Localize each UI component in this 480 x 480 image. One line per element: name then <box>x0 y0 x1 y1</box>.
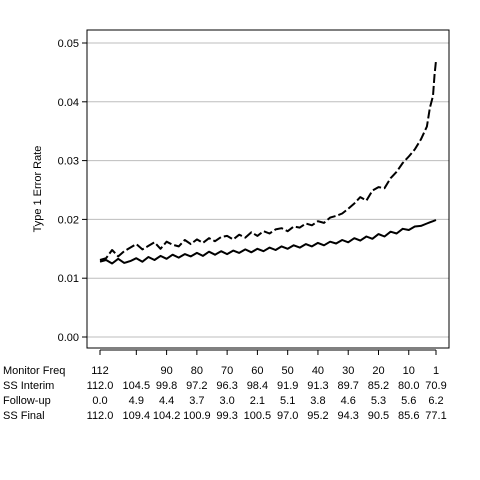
table-cell-2-3: 3.7 <box>189 395 204 407</box>
table-cell-2-1: 4.9 <box>129 395 144 407</box>
table-cell-0-9: 20 <box>372 365 384 377</box>
table-cell-3-11: 77.1 <box>425 410 446 422</box>
table-cell-3-7: 95.2 <box>307 410 328 422</box>
table-cell-0-4: 70 <box>221 365 233 377</box>
plot-frame <box>86 29 450 349</box>
y-tick-label-5: 0.05 <box>58 38 79 50</box>
table-cell-1-5: 98.4 <box>247 380 268 392</box>
table-cell-0-5: 60 <box>251 365 263 377</box>
summary-table: Monitor Freq 112 90 80 70 60 50 40 30 20 10 1 SS Int… <box>3 365 447 422</box>
y-tick-label-1: 0.01 <box>58 273 79 285</box>
table-row-label-2: Follow-up <box>3 395 51 407</box>
table-cell-2-6: 5.1 <box>280 395 295 407</box>
y-axis: 0.00 0.01 0.02 0.03 0.04 0.05 <box>58 38 87 344</box>
gridlines <box>87 42 449 338</box>
table-cell-1-0: 112.0 <box>87 380 114 392</box>
table-cell-0-3: 80 <box>191 365 203 377</box>
table-cell-3-4: 99.3 <box>216 410 237 422</box>
series-line-solid <box>99 219 437 265</box>
y-tick-label-0: 0.00 <box>58 332 79 344</box>
table-cell-3-8: 94.3 <box>338 410 359 422</box>
y-tick-label-4: 0.04 <box>58 97 79 109</box>
table-cell-1-2: 99.8 <box>156 380 177 392</box>
table-cell-2-8: 4.6 <box>341 395 356 407</box>
table-cell-3-3: 100.9 <box>183 410 211 422</box>
table-cell-0-7: 40 <box>312 365 324 377</box>
table-cell-3-10: 85.6 <box>398 410 419 422</box>
table-row-label-3: SS Final <box>3 410 45 422</box>
y-tick-label-3: 0.03 <box>58 156 79 168</box>
table-cell-0-0: 112 <box>91 365 109 377</box>
table-cell-2-4: 3.0 <box>219 395 234 407</box>
x-axis <box>99 349 437 355</box>
series-line-dashed <box>99 60 437 261</box>
table-cell-3-0: 112.0 <box>87 410 114 422</box>
table-cell-1-4: 96.3 <box>216 380 237 392</box>
table-cell-2-0: 0.0 <box>92 395 107 407</box>
table-cell-3-9: 90.5 <box>368 410 389 422</box>
table-cell-1-6: 91.9 <box>277 380 298 392</box>
table-cell-1-10: 80.0 <box>398 380 419 392</box>
table-cell-3-6: 97.0 <box>277 410 298 422</box>
table-cell-0-2: 90 <box>160 365 172 377</box>
table-cell-0-10: 10 <box>403 365 415 377</box>
table-cell-2-7: 3.8 <box>310 395 325 407</box>
table-cell-1-7: 91.3 <box>307 380 328 392</box>
series-lines <box>99 60 437 265</box>
table-row-label-0: Monitor Freq <box>3 365 65 377</box>
table-cell-1-3: 97.2 <box>186 380 207 392</box>
table-cell-2-2: 4.4 <box>159 395 174 407</box>
table-cell-1-8: 89.7 <box>338 380 359 392</box>
table-cell-3-5: 100.5 <box>244 410 272 422</box>
table-cell-2-9: 5.3 <box>371 395 386 407</box>
y-axis-label: Type 1 Error Rate <box>32 146 44 233</box>
y-tick-label-2: 0.02 <box>58 214 79 226</box>
table-cell-2-11: 6.2 <box>428 395 443 407</box>
table-cell-1-11: 70.9 <box>425 380 446 392</box>
table-cell-0-11: 1 <box>433 365 439 377</box>
table-row-label-1: SS Interim <box>3 380 54 392</box>
table-cell-3-1: 109.4 <box>123 410 151 422</box>
table-cell-2-10: 5.6 <box>401 395 416 407</box>
table-cell-2-5: 2.1 <box>250 395 265 407</box>
table-cell-1-1: 104.5 <box>123 380 151 392</box>
table-cell-3-2: 104.2 <box>153 410 181 422</box>
table-cell-1-9: 85.2 <box>368 380 389 392</box>
table-cell-0-8: 30 <box>342 365 354 377</box>
table-cell-0-6: 50 <box>282 365 294 377</box>
